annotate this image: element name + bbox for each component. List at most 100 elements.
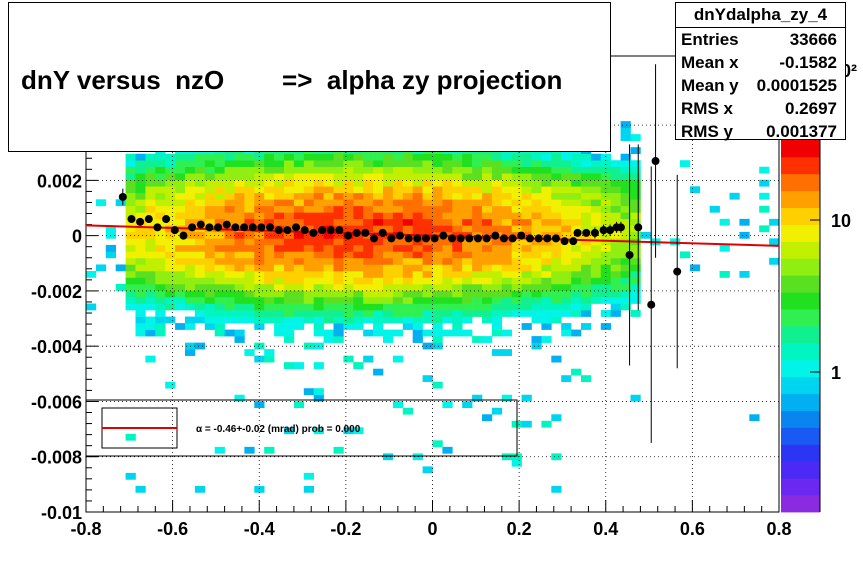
heat-cell — [244, 192, 255, 200]
heat-cell — [284, 362, 295, 369]
heat-cell — [422, 179, 433, 187]
heat-cell — [561, 205, 572, 213]
heat-cell — [581, 303, 592, 311]
heat-cell — [353, 166, 364, 174]
heat-cell — [145, 225, 156, 233]
x-tick-label: 0.8 — [766, 519, 791, 539]
heat-cell — [274, 179, 285, 187]
heat-cell — [244, 290, 255, 298]
heat-cell — [482, 244, 493, 252]
heat-cell — [620, 160, 631, 168]
heat-cell — [600, 199, 611, 207]
heat-cell — [571, 284, 582, 291]
profile-point — [616, 221, 625, 233]
heat-cell — [363, 218, 374, 226]
heat-cell — [303, 225, 314, 233]
heat-cell — [521, 394, 532, 402]
heat-cell — [363, 284, 374, 291]
heat-cell — [442, 310, 453, 317]
data-point — [153, 223, 162, 232]
heat-cell — [274, 277, 285, 285]
heat-cell — [432, 342, 443, 350]
heat-cell — [383, 284, 394, 291]
heat-cell — [284, 186, 295, 194]
heat-cell — [155, 303, 166, 311]
heat-cell — [501, 310, 512, 317]
data-point — [370, 234, 379, 243]
heat-cell — [581, 251, 592, 259]
heat-cell — [244, 186, 255, 194]
heat-cell — [739, 231, 750, 239]
data-point — [560, 237, 569, 246]
heat-cell — [125, 244, 136, 252]
heat-cell — [373, 179, 384, 187]
heat-cell — [521, 310, 532, 317]
heat-cell — [551, 310, 562, 317]
heat-cell — [373, 270, 384, 278]
heat-cell — [333, 277, 344, 285]
heat-cell — [353, 323, 364, 330]
heat-cell — [224, 205, 235, 213]
heat-cell — [383, 336, 394, 343]
profile-point — [378, 228, 387, 237]
heat-cell — [363, 244, 374, 252]
heat-cell — [363, 277, 374, 285]
data-point — [179, 231, 188, 240]
heat-cell — [323, 179, 334, 187]
heat-cell — [551, 244, 562, 252]
heat-cell — [293, 290, 305, 298]
heat-cell — [194, 257, 206, 265]
heat-cell — [274, 199, 285, 207]
heat-cell — [86, 303, 97, 311]
heat-cell — [472, 179, 483, 187]
heat-cell — [541, 205, 552, 213]
heat-cell — [590, 160, 602, 168]
color-swatch — [781, 241, 820, 259]
heat-cell — [452, 310, 463, 317]
heat-cell — [343, 212, 354, 220]
heat-cell — [313, 199, 324, 207]
heat-cell — [432, 277, 443, 285]
heat-cell — [214, 270, 225, 278]
heat-cell — [630, 394, 641, 402]
heat-cell — [303, 199, 314, 207]
heat-cell — [442, 277, 453, 285]
heat-cell — [145, 297, 156, 304]
heat-cell — [462, 277, 473, 285]
heat-cell — [353, 238, 364, 246]
heat-cell — [581, 297, 592, 304]
heat-cell — [313, 316, 324, 324]
heat-cell — [194, 186, 206, 194]
heat-cell — [135, 290, 146, 298]
heat-cell — [402, 257, 413, 265]
heat-cell — [214, 231, 225, 239]
heat-cell — [561, 166, 572, 174]
heat-cell — [214, 179, 225, 187]
heat-cell — [363, 290, 374, 298]
heat-cell — [264, 257, 275, 265]
heat-cell — [293, 212, 305, 220]
heat-cell — [313, 270, 324, 278]
heat-cell — [125, 238, 136, 246]
heat-cell — [313, 192, 324, 200]
heat-cell — [293, 270, 305, 278]
heat-cell — [373, 264, 384, 272]
heat-cell — [600, 212, 611, 220]
heat-cell — [105, 225, 116, 233]
heat-cell — [303, 179, 314, 187]
heat-cell — [313, 362, 324, 369]
heat-cell — [541, 284, 552, 291]
heat-cell — [185, 290, 196, 298]
heat-cell — [581, 212, 592, 220]
heat-cell — [600, 290, 611, 298]
heat-cell — [323, 186, 334, 194]
heat-cell — [422, 264, 433, 272]
heat-cell — [482, 212, 493, 220]
heat-cell — [303, 303, 314, 311]
heat-cell — [541, 186, 552, 194]
heat-cell — [135, 257, 146, 265]
heat-cell — [353, 199, 364, 207]
heat-cell — [432, 323, 443, 330]
heat-cell — [610, 199, 621, 207]
x-tick-label: -0.2 — [330, 519, 361, 539]
